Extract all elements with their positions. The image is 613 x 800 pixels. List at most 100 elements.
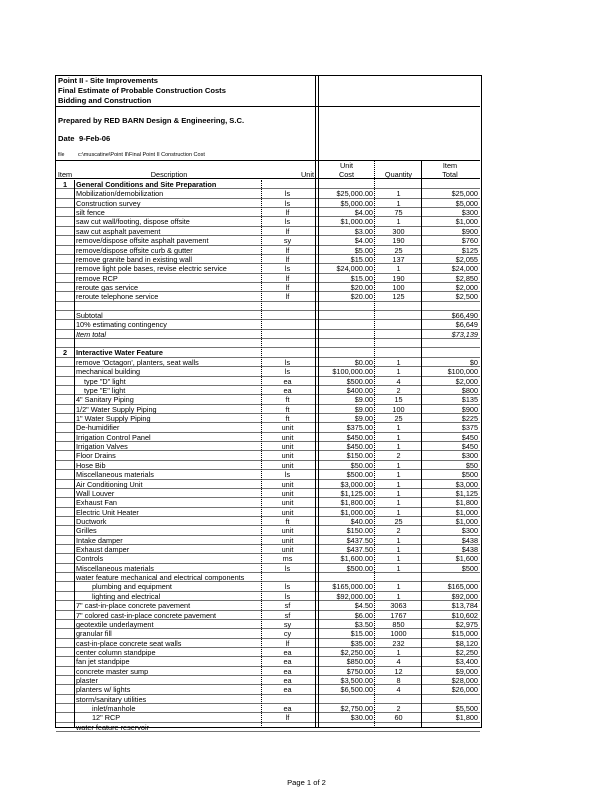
cost-estimate-sheet: Point II - Site Improvements Final Estim… [55,75,482,733]
item-unit: cy [283,629,292,639]
item-total: $2,000 [455,376,478,386]
quantity: 1 [396,198,401,208]
item-total: $300 [461,451,478,461]
quantity: 190 [392,236,405,246]
item-total: $1,000 [455,516,478,526]
item-description: type "E" light [84,385,126,395]
table-row: Irrigation Control Panel unit $450.00 1 $450 [56,432,480,443]
item-total: $438 [461,545,478,555]
unit-header: Unit [301,170,314,179]
unit-cost: $92,000.00 [336,591,373,601]
item-unit: ls [284,217,291,227]
item-total: $24,000 [451,264,478,274]
table-row: mechanical building ls $100,000.00 1 $100,00… [56,367,480,377]
divider [56,160,480,161]
item-description: remove light pole bases, revise electric… [76,264,227,274]
item-description: Miscellaneous materials [76,470,154,480]
quantity: 1000 [390,629,407,639]
unit-cost: $150.00 [346,526,373,536]
item-total: $2,975 [455,619,478,629]
item-unit: ft [285,413,290,423]
item-description: 1" Water Supply Piping [76,413,151,423]
item-unit: ms [282,554,293,564]
item-unit: ls [284,470,291,480]
file-path: c:\muscatine\Point II\Final Point II Con… [78,152,205,158]
item-unit: ls [284,264,291,274]
quantity: 1 [396,479,401,489]
table-row: Item total $73,139 [56,329,480,340]
total-header-top: Item [442,161,458,170]
item-description: Floor Drains [76,451,116,461]
item-total: $15,000 [451,629,478,639]
item-unit: ls [284,367,291,377]
table-row: Irrigation Valves unit $450.00 1 $450 [56,442,480,452]
file-label: file [58,152,65,158]
item-unit: lf [285,245,290,255]
quantity: 2 [396,526,401,536]
quantity: 75 [394,208,403,218]
item-description: water feature mechanical and electrical … [76,573,245,583]
item-total: $73,139 [451,329,478,339]
quantity: 100 [392,404,405,414]
item-total: $900 [461,404,478,414]
table-row: reroute telephone service lf $20.00 125 $2,5… [56,292,480,302]
table-row: De-humidifier unit $375.00 1 $375 [56,423,480,433]
description-header: Description [150,170,188,179]
item-total: $500 [461,563,478,573]
item-description: silt fence [76,208,105,218]
table-row: granular fill cy $15.00 1000 $15,000 [56,629,480,639]
item-total: $9,000 [455,666,478,676]
table-row: 1/2" Water Supply Piping ft $9.00 100 $900 [56,405,480,414]
item-total: $1,000 [455,507,478,517]
table-row: Miscellaneous materials ls $500.00 1 $500 [56,470,480,480]
table-row: 1" Water Supply Piping ft $9.00 25 $225 [56,413,480,424]
item-description: Irrigation Control Panel [76,432,151,442]
table-row: Mobilization/demobilization ls $25,000.00 1… [56,189,480,199]
unit-cost: $15.00 [350,254,373,264]
item-description: water feature reservoir [76,722,149,732]
quantity: 1 [396,357,401,367]
quantity: 300 [392,226,405,236]
unit-cost: $6.00 [354,610,373,620]
table-row: Wall Louver unit $1,125.00 1 $1,125 [56,488,480,499]
item-description: center column standpipe [76,647,156,657]
item-description: Miscellaneous materials [76,563,154,573]
item-total: $2,850 [455,273,478,283]
prepared-by: Prepared by RED BARN Design & Engineerin… [58,116,245,125]
unit-cost: $1,800.00 [340,498,373,508]
table-row: Electric Unit Heater unit $1,000.00 1 $1,000 [56,508,480,517]
item-unit: ls [284,357,291,367]
quantity: 1 [396,460,401,470]
section-header-row: 2 Interactive Water Feature [56,348,480,358]
unit-cost: $500.00 [346,470,373,480]
unit-cost: $4.50 [354,601,373,611]
item-description: 7" cast-in-place concrete pavement [76,601,191,611]
unit-cost: $100,000.00 [332,367,373,377]
quantity: 1 [396,367,401,377]
item-total: $66,490 [451,311,478,321]
unit-cost: $850.00 [346,657,373,667]
item-total: $800 [461,385,478,395]
table-row: Exhaust Fan unit $1,800.00 1 $1,800 [56,498,480,508]
unit-cost: $450.00 [346,442,373,452]
item-description: 1/2" Water Supply Piping [76,404,157,414]
table-row: 4" Sanitary Piping ft $9.00 15 $135 [56,395,480,405]
column-header-top: Unit Item [56,161,480,170]
item-unit: ls [284,189,291,199]
item-unit: ea [283,666,292,676]
item-description: Item total [76,329,107,339]
item-unit: unit [281,479,294,489]
item-unit: ft [285,404,290,414]
section-rule [318,76,319,728]
table-row: center column standpipe ea $2,250.00 1 $2,25… [56,647,480,658]
quantity: 1 [396,545,401,555]
section-rule [315,76,316,728]
item-total: $3,400 [455,657,478,667]
table-row: storm/sanitary utilities [56,695,480,705]
item-unit: unit [281,488,294,498]
item-total: $13,784 [451,601,478,611]
item-description: type "D" light [84,376,126,386]
item-unit: ft [285,395,290,405]
quantity: 1 [396,189,401,199]
unit-cost: $35.00 [350,638,373,648]
